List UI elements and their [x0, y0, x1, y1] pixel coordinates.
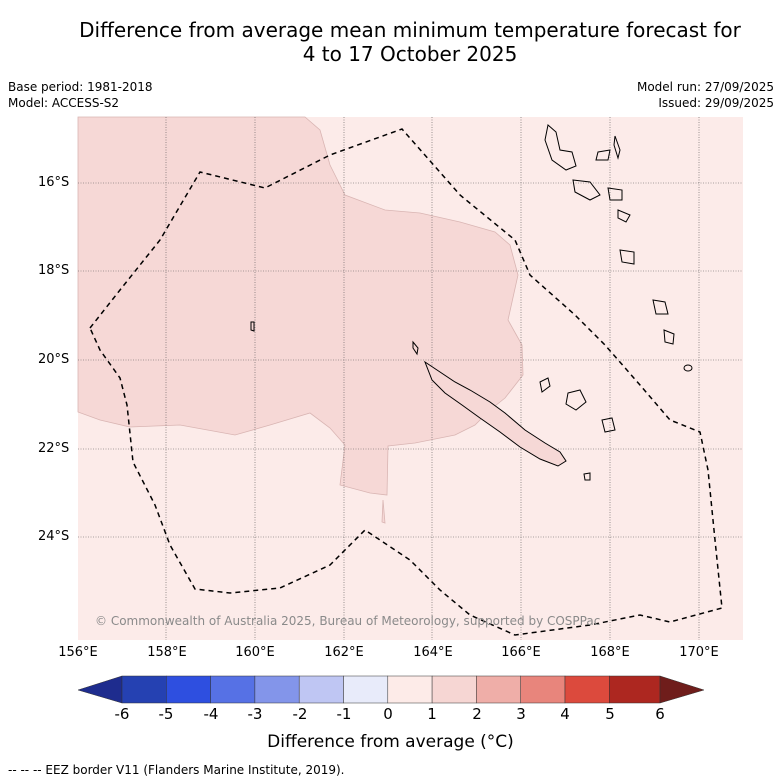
colorbar-swatch — [520, 675, 566, 704]
colorbar-label: 5 — [605, 705, 615, 723]
chesterfield-islet — [250, 321, 255, 332]
vanuatu-islet-3 — [607, 187, 623, 201]
base-period: Base period: 1981-2018 — [8, 80, 153, 94]
eez-border — [89, 128, 723, 636]
colorbar-swatch — [210, 675, 256, 704]
eez-legend-footer: -- -- -- EEZ border V11 (Flanders Marine… — [8, 763, 345, 777]
model-name: Model: ACCESS-S2 — [8, 96, 120, 110]
aneityum-island — [683, 364, 693, 372]
copyright-notice: © Commonwealth of Australia 2025, Bureau… — [95, 614, 601, 628]
x-tick-label: 170°E — [679, 645, 719, 660]
title-line-2: 4 to 17 October 2025 — [302, 42, 518, 66]
gridlines — [78, 117, 743, 640]
colorbar-label: -1 — [336, 705, 352, 723]
y-tick-label: 18°S — [38, 263, 70, 278]
colorbar — [77, 675, 705, 704]
lifou-island — [565, 389, 587, 411]
belep-islands — [412, 340, 419, 356]
colorbar-label: -5 — [158, 705, 174, 723]
small-anomaly-patch — [381, 499, 386, 524]
tanna-island — [663, 329, 675, 345]
colorbar-swatch — [298, 675, 344, 704]
colorbar-label: -3 — [247, 705, 263, 723]
y-tick-label: 20°S — [38, 352, 70, 367]
colorbar-label: 6 — [655, 705, 665, 723]
x-tick-label: 168°E — [590, 645, 630, 660]
x-tick-label: 158°E — [147, 645, 187, 660]
x-tick-label: 160°E — [235, 645, 275, 660]
x-tick-label: 156°E — [58, 645, 98, 660]
colorbar-swatch — [609, 675, 661, 704]
colorbar-label: -2 — [292, 705, 308, 723]
colorbar-label: 1 — [427, 705, 437, 723]
vanuatu-islet-1 — [595, 149, 611, 161]
title-line-1: Difference from average mean minimum tem… — [79, 18, 741, 42]
vanuatu-islet-4 — [617, 209, 631, 223]
new-caledonia-island — [423, 360, 567, 467]
x-tick-label: 162°E — [324, 645, 364, 660]
efate-island — [619, 249, 635, 265]
model-run: Model run: 27/09/2025 — [636, 80, 774, 94]
colorbar-label: -4 — [203, 705, 219, 723]
colorbar-extend-high — [659, 675, 705, 704]
colorbar-swatch — [254, 675, 300, 704]
colorbar-swatch — [121, 675, 167, 704]
colorbar-swatch — [476, 675, 521, 704]
colorbar-label: 0 — [383, 705, 393, 723]
mare-island — [601, 417, 616, 433]
colorbar-label: 2 — [472, 705, 482, 723]
meta-right: Model run: 27/09/2025 Issued: 29/09/2025 — [637, 79, 774, 111]
colorbar-swatch — [387, 675, 433, 704]
colorbar-label: 4 — [560, 705, 570, 723]
colorbar-swatch — [431, 675, 477, 704]
colorbar-swatch — [166, 675, 211, 704]
y-tick-label: 24°S — [38, 529, 70, 544]
y-tick-label: 22°S — [38, 441, 70, 456]
colorbar-swatch — [343, 675, 389, 704]
vanuatu-islet-2 — [613, 135, 621, 160]
x-tick-label: 164°E — [413, 645, 453, 660]
colorbar-title: Difference from average (°C) — [267, 732, 514, 752]
issued-date: Issued: 29/09/2025 — [658, 96, 774, 110]
colorbar-extend-low — [77, 675, 123, 704]
walpole-island — [583, 472, 591, 481]
x-tick-label: 166°E — [501, 645, 541, 660]
colorbar-swatch — [564, 675, 610, 704]
espiritu-santo-island — [544, 124, 577, 171]
ouvea-island — [539, 377, 551, 393]
malekula-island — [572, 179, 601, 201]
chart-title: Difference from average mean minimum tem… — [0, 18, 781, 66]
erromango-island — [652, 299, 669, 315]
meta-left: Base period: 1981-2018 Model: ACCESS-S2 — [8, 79, 153, 111]
anomaly-band-1-2 — [77, 116, 524, 496]
y-tick-label: 16°S — [38, 175, 70, 190]
colorbar-label: 3 — [516, 705, 526, 723]
colorbar-label: -6 — [114, 705, 130, 723]
